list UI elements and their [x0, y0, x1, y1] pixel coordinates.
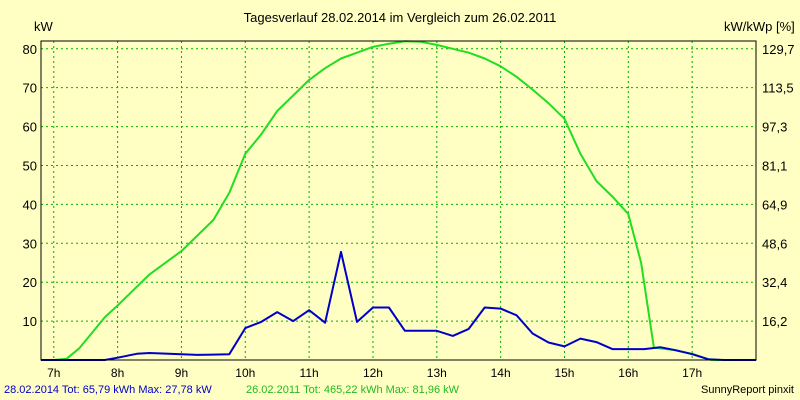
footer: 28.02.2014 Tot: 65,79 kWh Max: 27,78 kW …	[0, 381, 800, 397]
credit-label: SunnyReport pinxit	[701, 384, 794, 396]
x-tick-label: 13h	[427, 366, 447, 380]
y-tick-label-left: 60	[23, 120, 37, 135]
x-tick-label: 15h	[554, 366, 574, 380]
x-tick-label: 8h	[111, 366, 124, 380]
x-tick-label: 14h	[491, 366, 511, 380]
x-tick-label: 12h	[363, 366, 383, 380]
legend-series-2011: 26.02.2011 Tot: 465,22 kWh Max: 81,96 kW	[246, 384, 459, 396]
chart-title: Tagesverlauf 28.02.2014 im Vergleich zum…	[244, 10, 557, 25]
plot-frame	[40, 40, 757, 361]
y-tick-label-right: 81,1	[762, 158, 787, 173]
y-tick-label-right: 97,3	[762, 120, 787, 135]
y-tick-label-right: 32,4	[762, 275, 787, 290]
x-tick-label: 10h	[235, 366, 255, 380]
y-tick-label-right: 64,9	[762, 197, 787, 212]
y-tick-label-right: 16,2	[762, 314, 787, 329]
y-tick-label-left: 70	[23, 81, 37, 96]
y-tick-label-left: 40	[23, 197, 37, 212]
y-axis-right-label: kW/kWp [%]	[724, 19, 795, 34]
y-tick-label-left: 20	[23, 275, 37, 290]
legend-series-2014: 28.02.2014 Tot: 65,79 kWh Max: 27,78 kW	[4, 384, 212, 396]
x-tick-label: 11h	[300, 366, 319, 380]
y-tick-label-right: 129,7	[762, 42, 795, 57]
x-tick-label: 9h	[175, 366, 188, 380]
y-tick-label-right: 48,6	[762, 236, 787, 251]
y-axis-left-label: kW	[34, 19, 54, 34]
series-line-2011	[41, 40, 756, 361]
x-tick-label: 7h	[47, 366, 60, 380]
tick-labels: 7h 8h 9h 10h 11h 12h 13h 14h 15h 16h 17h 10 20 30 40 50…	[23, 42, 795, 380]
series	[41, 40, 756, 361]
y-tick-label-left: 10	[23, 314, 37, 329]
x-tick-label: 17h	[682, 366, 702, 380]
y-tick-label-left: 80	[23, 42, 37, 57]
series-line-2014	[41, 250, 756, 361]
y-tick-label-left: 30	[23, 236, 37, 251]
y-tick-label-left: 50	[23, 158, 37, 173]
y-tick-label-right: 113,5	[762, 81, 794, 96]
x-tick-label: 16h	[618, 366, 638, 380]
